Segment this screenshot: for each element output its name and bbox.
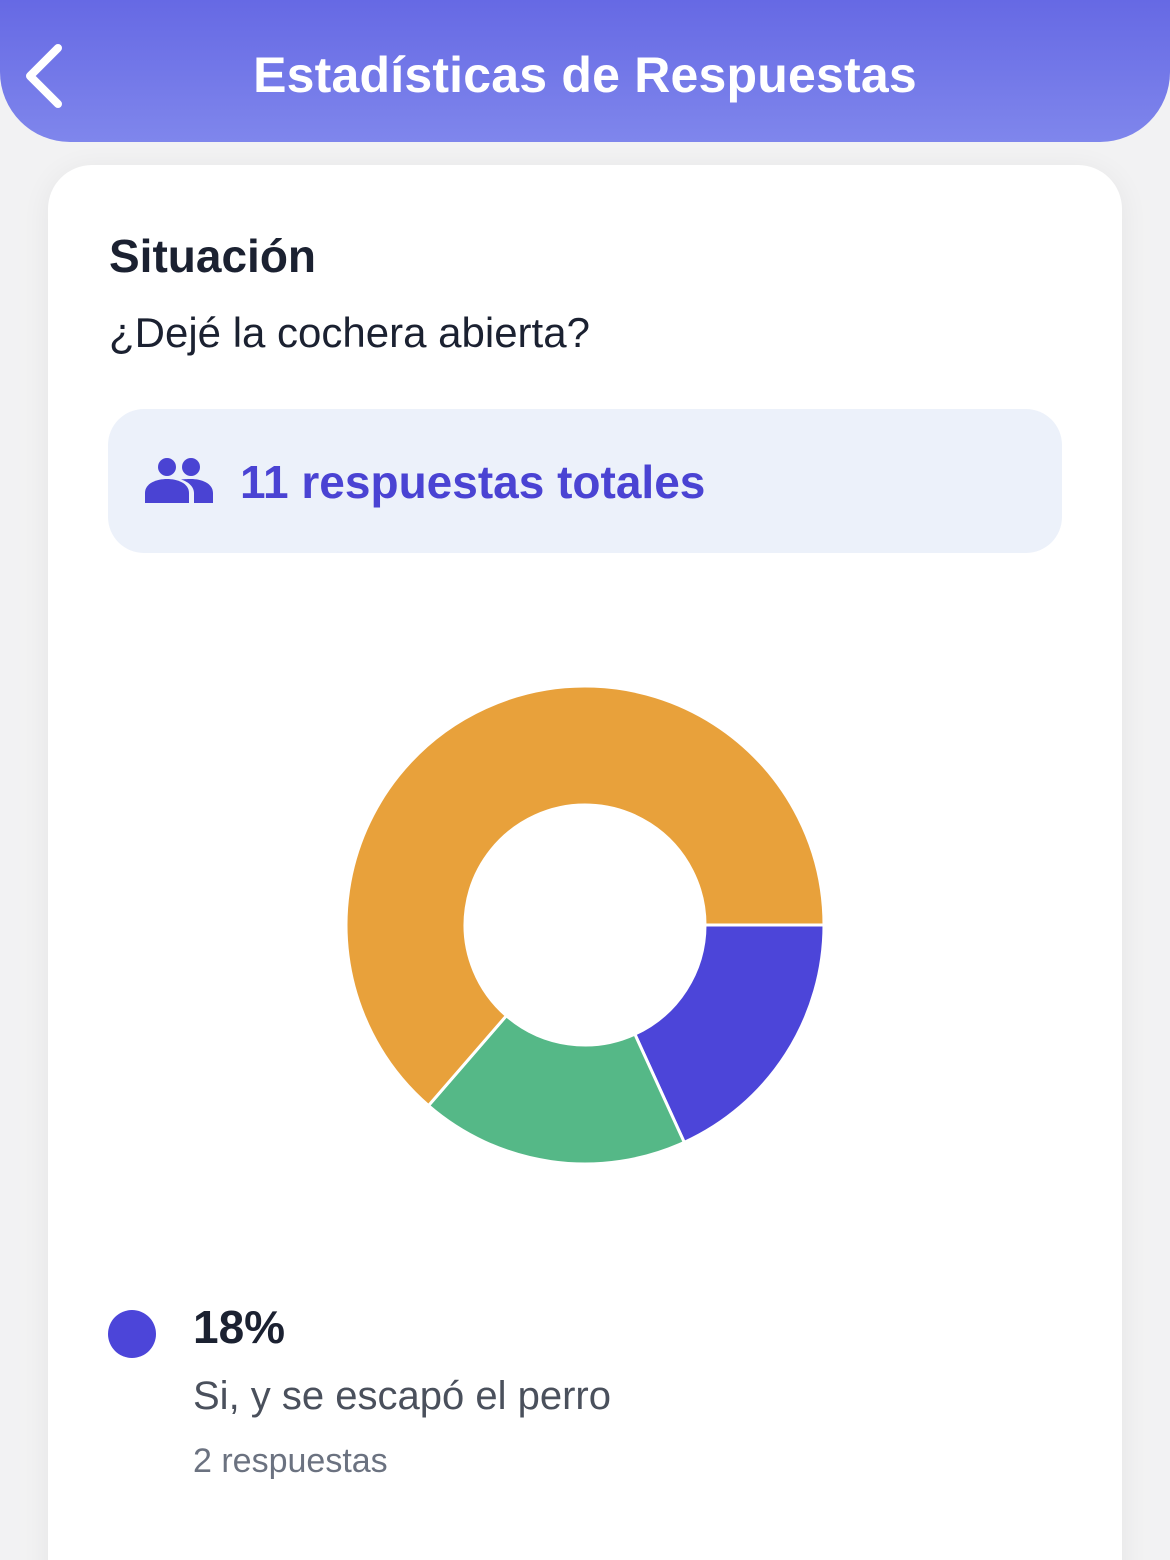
chart-slices <box>345 685 825 1165</box>
chart-slice <box>426 1013 687 1165</box>
app-header: Estadísticas de Respuestas <box>0 0 1170 142</box>
legend-percent: 18% <box>193 1301 286 1353</box>
chart-slice <box>345 685 825 1108</box>
question-category: Situación <box>109 230 317 282</box>
page-title: Estadísticas de Respuestas <box>253 47 917 103</box>
legend-label: Si, y se escapó el perro <box>193 1374 611 1418</box>
legend-color-dot <box>108 1310 156 1358</box>
total-responses-banner: 11 respuestas totales <box>108 409 1062 553</box>
donut-chart <box>345 685 825 1165</box>
total-responses-text: 11 respuestas totales <box>240 456 706 508</box>
back-button[interactable] <box>18 38 78 114</box>
chevron-left-icon <box>26 44 62 108</box>
chart-slice <box>632 923 825 1145</box>
legend-item: 18% Si, y se escapó el perro 2 respuesta… <box>108 1300 1008 1500</box>
legend-count: 2 respuestas <box>193 1442 388 1480</box>
stats-card: Situación ¿Dejé la cochera abierta? 11 r… <box>48 165 1122 1560</box>
people-icon <box>145 458 213 503</box>
question-text: ¿Dejé la cochera abierta? <box>109 309 590 356</box>
